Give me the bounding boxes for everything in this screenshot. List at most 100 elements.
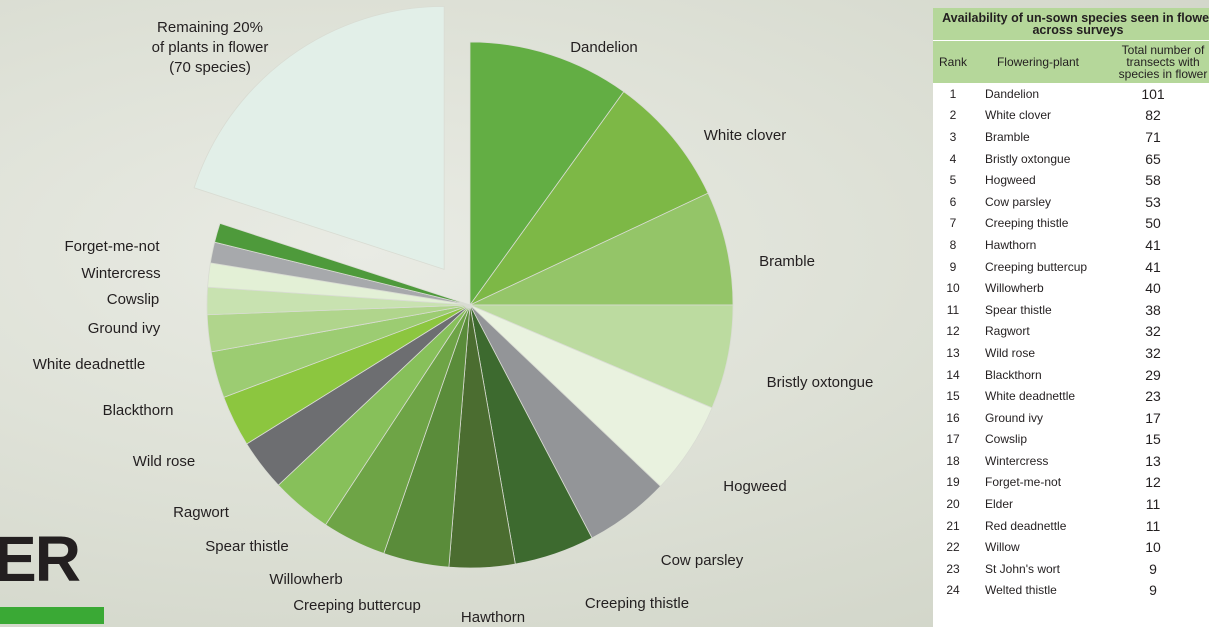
species-table: Availability of un-sown species seen in … <box>933 8 1209 601</box>
table-row: 19 Forget-me-not 12 <box>933 472 1209 494</box>
table-cell: Cowslip <box>985 432 1028 447</box>
table-cell: 11 <box>1145 517 1161 534</box>
table-cell: 32 <box>1145 344 1161 361</box>
table-cell: 40 <box>1145 280 1161 297</box>
table-cell: 24 <box>946 583 960 598</box>
slice-label: Bristly oxtongue <box>767 374 874 391</box>
pie-slice <box>469 41 625 307</box>
table-row: 18 Wintercress 13 <box>933 450 1209 472</box>
slice-label: Hogweed <box>723 478 786 495</box>
slice-label: Cow parsley <box>661 552 744 569</box>
table-cell: 41 <box>1145 258 1161 275</box>
table-cell: 3 <box>949 129 957 144</box>
table-row: 22 Willow 10 <box>933 536 1209 558</box>
table-cell: 38 <box>1145 301 1161 318</box>
table-cell: 12 <box>1145 474 1161 491</box>
table-row: 6 Cow parsley 53 <box>933 191 1209 213</box>
table-row: 20 Elder 11 <box>933 493 1209 515</box>
table-cell: 6 <box>949 194 957 209</box>
table-cell: 23 <box>1145 388 1161 405</box>
table-cell: Bristly oxtongue <box>985 151 1071 166</box>
slice-label: Hawthorn <box>461 609 525 626</box>
table-cell: 11 <box>946 302 960 317</box>
table-row: 14 Blackthorn 29 <box>933 364 1209 386</box>
slice-label: White clover <box>704 127 787 144</box>
table-cell: 29 <box>1145 366 1161 383</box>
table-cell: Bramble <box>985 129 1030 144</box>
table-cell: 9 <box>949 259 957 274</box>
table-cell: 13 <box>1145 452 1161 469</box>
table-row: 3 Bramble 71 <box>933 126 1209 148</box>
heading-fragment: ER <box>0 523 81 595</box>
table-cell: 21 <box>946 518 960 533</box>
table-panel: Availability of un-sown species seen in … <box>933 8 1209 627</box>
table-row: 24 Welted thistle 9 <box>933 580 1209 602</box>
table-cell: 14 <box>946 367 960 382</box>
table-cell: 17 <box>1145 409 1161 426</box>
table-cell: 4 <box>949 151 957 166</box>
table-cell: 7 <box>949 216 957 231</box>
table-title: Availability of un-sown species seen in … <box>933 8 1209 41</box>
table-row: 16 Ground ivy 17 <box>933 407 1209 429</box>
table-cell: Willow <box>985 540 1020 555</box>
slice-label: Blackthorn <box>103 402 174 419</box>
table-cell: 8 <box>949 237 957 252</box>
table-cell: Hawthorn <box>985 237 1037 252</box>
table-cell: Forget-me-not <box>985 475 1062 490</box>
table-cell: 16 <box>946 410 960 425</box>
table-cell: Ground ivy <box>985 410 1044 425</box>
heading-bar <box>0 607 104 624</box>
table-cell: 50 <box>1145 215 1161 232</box>
table-row: 1 Dandelion 101 <box>933 83 1209 105</box>
table-cell: 1 <box>949 86 957 101</box>
slice-label: Creeping buttercup <box>293 597 421 614</box>
table-cell: 15 <box>946 389 960 404</box>
pie-slice <box>214 222 471 306</box>
table-cell: 11 <box>1145 496 1161 513</box>
table-row: 4 Bristly oxtongue 65 <box>933 148 1209 170</box>
table-cell: Blackthorn <box>985 367 1042 382</box>
table-cell: Spear thistle <box>985 302 1052 317</box>
table-cell: Wintercress <box>985 453 1049 468</box>
pie-slice <box>193 5 445 270</box>
table-row: 11 Spear thistle 38 <box>933 299 1209 321</box>
table-cell: 10 <box>1145 539 1161 556</box>
slice-label: White deadnettle <box>33 356 146 373</box>
slice-label: Wild rose <box>133 453 196 470</box>
table-row: 10 Willowherb 40 <box>933 277 1209 299</box>
slice-label: Spear thistle <box>205 538 288 555</box>
table-cell: 65 <box>1145 150 1161 167</box>
table-cell: 71 <box>1145 128 1161 145</box>
table-cell: 12 <box>946 324 960 339</box>
table-cell: Creeping thistle <box>985 216 1069 231</box>
column-header: Rank <box>933 40 973 83</box>
table-cell: Willowherb <box>985 281 1044 296</box>
table-cell: Hogweed <box>985 173 1036 188</box>
slice-label: Cowslip <box>107 291 160 308</box>
table-cell: White deadnettle <box>985 389 1076 404</box>
table-cell: 22 <box>946 540 960 555</box>
table-cell: 53 <box>1145 193 1161 210</box>
table-cell: 41 <box>1145 236 1161 253</box>
table-cell: 23 <box>946 561 960 576</box>
table-row: 21 Red deadnettle 11 <box>933 515 1209 537</box>
table-cell: Welted thistle <box>985 583 1057 598</box>
slice-label: Ragwort <box>173 504 230 521</box>
column-header: Total number of transects with species i… <box>1103 40 1209 83</box>
table-cell: 15 <box>1145 431 1161 448</box>
table-cell: 9 <box>1149 582 1157 599</box>
table-row: 17 Cowslip 15 <box>933 429 1209 451</box>
table-cell: Red deadnettle <box>985 518 1067 533</box>
table-cell: 58 <box>1145 172 1161 189</box>
table-cell: 20 <box>946 497 960 512</box>
slice-label: Forget-me-not <box>64 238 160 255</box>
table-cell: Cow parsley <box>985 194 1052 209</box>
table-cell: 9 <box>1149 560 1157 577</box>
pie-chart: Dandelion White clover Bramble Bristly oxto… <box>33 5 874 626</box>
table-cell: 10 <box>946 281 960 296</box>
slice-label: Creeping thistle <box>585 595 689 612</box>
table-row: 9 Creeping buttercup 41 <box>933 256 1209 278</box>
slice-label: Wintercress <box>81 265 160 282</box>
remaining-label: Remaining 20% of plants in flower (70 sp… <box>151 19 269 76</box>
